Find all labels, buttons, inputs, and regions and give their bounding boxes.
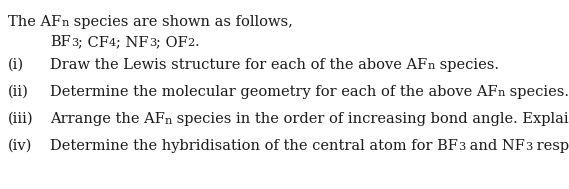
- Text: ; CF: ; CF: [78, 35, 109, 49]
- Text: Determine the molecular geometry for each of the above AF: Determine the molecular geometry for eac…: [50, 85, 498, 99]
- Text: The AF: The AF: [8, 15, 61, 29]
- Text: 4: 4: [109, 39, 116, 49]
- Text: ; OF: ; OF: [156, 35, 188, 49]
- Text: respectively.: respectively.: [532, 139, 569, 153]
- Text: (i): (i): [8, 58, 24, 72]
- Text: 3: 3: [149, 39, 156, 49]
- Text: ; NF: ; NF: [116, 35, 149, 49]
- Text: species in the order of increasing bond angle. Explain your answer.: species in the order of increasing bond …: [172, 112, 569, 126]
- Text: .: .: [195, 35, 200, 49]
- Text: 3: 3: [525, 143, 532, 153]
- Text: (iii): (iii): [8, 112, 34, 126]
- Text: 2: 2: [188, 39, 195, 49]
- Text: BF: BF: [50, 35, 71, 49]
- Text: (iv): (iv): [8, 139, 32, 153]
- Text: and NF: and NF: [465, 139, 525, 153]
- Text: n: n: [498, 88, 505, 98]
- Text: n: n: [61, 19, 69, 29]
- Text: species are shown as follows,: species are shown as follows,: [69, 15, 292, 29]
- Text: n: n: [427, 61, 435, 71]
- Text: species.: species.: [505, 85, 569, 99]
- Text: Determine the hybridisation of the central atom for BF: Determine the hybridisation of the centr…: [50, 139, 458, 153]
- Text: (ii): (ii): [8, 85, 29, 99]
- Text: 3: 3: [458, 143, 465, 153]
- Text: Draw the Lewis structure for each of the above AF: Draw the Lewis structure for each of the…: [50, 58, 427, 72]
- Text: Arrange the AF: Arrange the AF: [50, 112, 165, 126]
- Text: 3: 3: [71, 39, 78, 49]
- Text: n: n: [165, 115, 172, 125]
- Text: species.: species.: [435, 58, 498, 72]
